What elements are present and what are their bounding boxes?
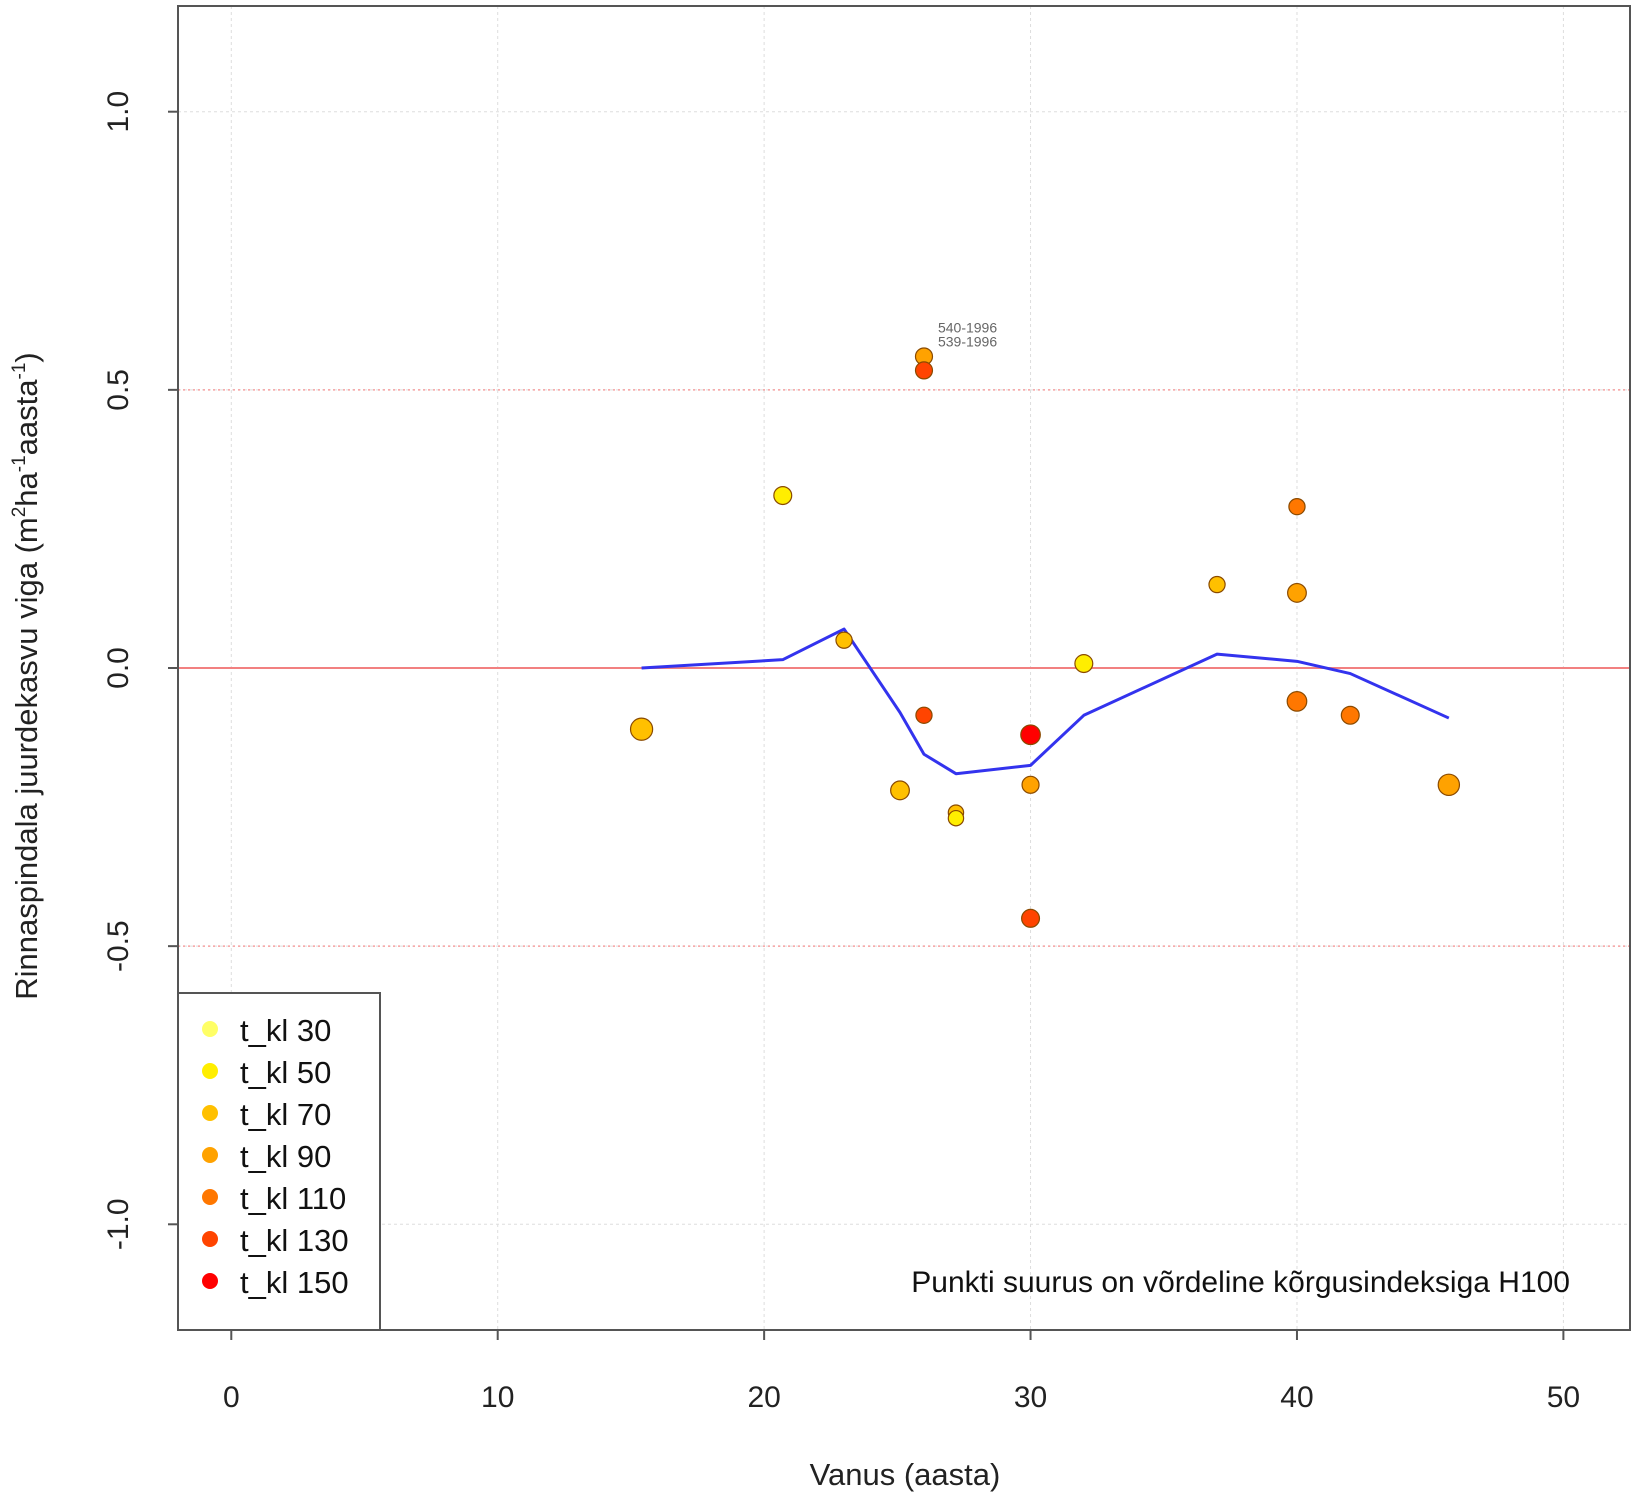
data-point	[947, 809, 965, 827]
smooth-line	[641, 627, 1450, 776]
data-point	[835, 631, 853, 649]
data-point	[773, 486, 793, 506]
reference-lines	[178, 389, 1630, 947]
y-axis: -1.0 -0.5 0.0 0.5 1.0	[102, 91, 178, 1250]
data-point	[914, 361, 934, 380]
legend-label: t_kl 130	[240, 1223, 349, 1258]
point-label: 540-1996	[938, 319, 997, 335]
legend-marker	[202, 1105, 218, 1121]
legend-marker	[202, 1273, 218, 1289]
data-point	[629, 717, 654, 741]
data-point	[1020, 724, 1041, 746]
y-axis-title-part: aasta	[9, 379, 44, 456]
legend-marker	[202, 1147, 218, 1163]
data-point	[1021, 908, 1041, 928]
legend-label: t_kl 70	[240, 1097, 331, 1132]
data-point	[1286, 691, 1308, 712]
data-point	[890, 780, 910, 801]
x-tick-label: 50	[1547, 1381, 1580, 1414]
legend-label: t_kl 50	[240, 1055, 331, 1090]
x-tick-label: 30	[1014, 1381, 1047, 1414]
legend-label: t_kl 150	[240, 1265, 349, 1300]
y-axis-title-part: Rinnaspindala juurdekasvu viga (m	[9, 517, 44, 999]
legend-marker	[202, 1189, 218, 1205]
legend-marker	[202, 1231, 218, 1247]
y-tick-label: 0.0	[102, 647, 135, 689]
x-tick-label: 40	[1280, 1381, 1313, 1414]
x-tick-label: 20	[747, 1381, 780, 1414]
data-point	[1340, 705, 1360, 725]
data-point	[1208, 575, 1226, 594]
x-axis-title: Vanus (aasta)	[810, 1457, 1001, 1492]
legend-label: t_kl 90	[240, 1139, 331, 1174]
y-axis-title-superscript: 2	[9, 507, 30, 518]
x-tick-label: 10	[481, 1381, 514, 1414]
x-tick-label: 0	[223, 1381, 240, 1414]
data-point	[915, 706, 933, 724]
data-point	[1074, 654, 1094, 674]
legend-label: t_kl 110	[240, 1181, 346, 1216]
y-tick-label: -0.5	[102, 920, 135, 972]
data-point	[1287, 582, 1307, 603]
y-axis-title-superscript: -1	[9, 363, 30, 380]
y-tick-label: 1.0	[102, 91, 135, 133]
data-point	[1288, 497, 1306, 516]
data-point	[1437, 773, 1461, 797]
y-axis-title-part: )	[9, 352, 44, 362]
annotation-note: Punkti suurus on võrdeline kõrgusindeksi…	[911, 1266, 1570, 1299]
x-axis: 0 10 20 30 40 50	[223, 1330, 1580, 1414]
y-tick-label: 0.5	[102, 369, 135, 411]
smooth-line-path	[641, 627, 1450, 776]
y-tick-label: -1.0	[102, 1198, 135, 1250]
y-axis-title-superscript: -1	[9, 455, 30, 472]
data-point	[1021, 775, 1040, 794]
y-axis-title: Rinnaspindala juurdekasvu viga (m2ha-1aa…	[9, 352, 44, 1000]
legend: t_kl 30 t_kl 50 t_kl 70 t_kl 90 t_kl 110 t_kl…	[177, 992, 381, 1331]
legend-label: t_kl 30	[240, 1013, 331, 1048]
y-axis-title-part: ha	[9, 471, 44, 506]
legend-marker	[202, 1021, 218, 1037]
point-label: 539-1996	[938, 333, 997, 349]
legend-marker	[202, 1063, 218, 1079]
